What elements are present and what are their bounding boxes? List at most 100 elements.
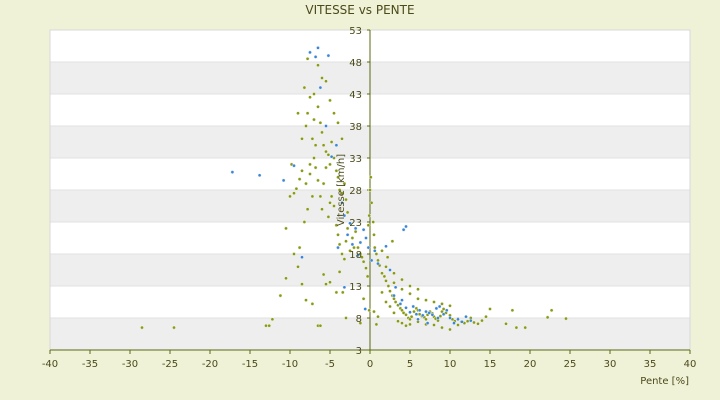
data-point <box>300 255 304 260</box>
data-point <box>400 308 404 313</box>
data-point <box>388 304 392 309</box>
data-point <box>400 277 404 282</box>
data-point <box>444 308 449 313</box>
data-point <box>296 111 300 115</box>
data-point <box>411 304 416 309</box>
data-point <box>400 321 404 325</box>
data-point <box>348 248 352 253</box>
data-point <box>316 105 320 109</box>
data-point <box>384 264 388 269</box>
data-point <box>320 207 324 211</box>
data-point <box>296 264 300 269</box>
y-tick-label: 8 <box>356 314 362 325</box>
data-point <box>348 221 352 226</box>
data-point <box>337 188 342 192</box>
data-point <box>305 57 310 61</box>
data-point <box>340 200 344 205</box>
data-point <box>425 321 430 325</box>
data-point <box>416 296 420 301</box>
x-tick-label: -25 <box>162 359 178 370</box>
data-point <box>385 255 390 260</box>
data-point <box>345 232 350 237</box>
data-point <box>332 111 336 115</box>
data-point <box>376 261 380 266</box>
data-point <box>336 232 340 237</box>
data-point <box>388 289 392 293</box>
data-point <box>281 178 286 183</box>
data-point <box>312 92 316 96</box>
data-point <box>404 305 408 310</box>
y-tick-label: 48 <box>349 58 362 69</box>
data-point <box>363 307 368 311</box>
data-point <box>484 314 488 319</box>
data-point <box>334 143 339 147</box>
data-point <box>369 258 374 263</box>
data-point <box>361 296 366 301</box>
y-tick-label: 28 <box>349 186 362 197</box>
data-point <box>294 186 299 191</box>
data-point <box>412 309 416 314</box>
x-tick-label: 15 <box>484 359 497 370</box>
data-point <box>340 136 344 141</box>
data-point <box>424 309 428 314</box>
data-point <box>264 323 268 328</box>
data-point <box>316 63 320 67</box>
data-point <box>356 253 360 258</box>
data-point <box>350 236 355 240</box>
data-point <box>408 291 412 296</box>
data-point <box>336 175 340 179</box>
y-tick-label: 38 <box>349 122 362 133</box>
data-point <box>448 303 452 308</box>
y-tick-label: 23 <box>349 218 362 229</box>
data-point <box>340 191 344 195</box>
data-point <box>376 258 380 263</box>
data-point <box>313 55 318 59</box>
data-point <box>308 95 312 99</box>
data-point <box>386 284 391 288</box>
data-point <box>456 317 460 322</box>
chart-title: VITESSE vs PENTE <box>305 3 415 17</box>
data-point <box>318 323 323 328</box>
data-point <box>432 300 436 304</box>
data-point <box>308 172 312 176</box>
data-point <box>337 270 342 274</box>
data-point <box>310 302 315 306</box>
data-point <box>388 268 392 272</box>
x-tick-label: 10 <box>444 359 457 370</box>
data-point <box>400 287 404 292</box>
data-point <box>342 181 347 186</box>
data-point <box>404 323 408 328</box>
x-tick-label: 40 <box>684 359 697 370</box>
data-point <box>310 136 315 141</box>
data-point <box>310 194 315 199</box>
data-point <box>436 316 440 320</box>
data-point <box>312 117 316 122</box>
data-point <box>345 226 350 231</box>
data-point <box>304 298 308 302</box>
data-point <box>384 244 388 249</box>
data-point <box>488 307 492 311</box>
data-point <box>337 242 342 247</box>
data-point <box>408 284 412 288</box>
data-point <box>365 274 370 279</box>
data-point <box>329 140 334 144</box>
data-point <box>409 314 414 319</box>
data-point <box>380 271 384 276</box>
data-point <box>313 165 318 170</box>
data-point <box>230 170 235 174</box>
x-tick-label: -15 <box>242 359 258 370</box>
data-point <box>321 181 326 186</box>
data-point <box>392 271 396 276</box>
data-point <box>369 200 374 205</box>
data-point <box>316 178 320 183</box>
data-point <box>300 282 304 286</box>
data-point <box>448 316 452 320</box>
data-point <box>292 191 296 195</box>
data-point <box>352 245 356 250</box>
data-point <box>382 274 387 279</box>
data-point <box>465 319 470 324</box>
y-tick-label: 53 <box>349 26 362 37</box>
data-point <box>321 272 326 277</box>
